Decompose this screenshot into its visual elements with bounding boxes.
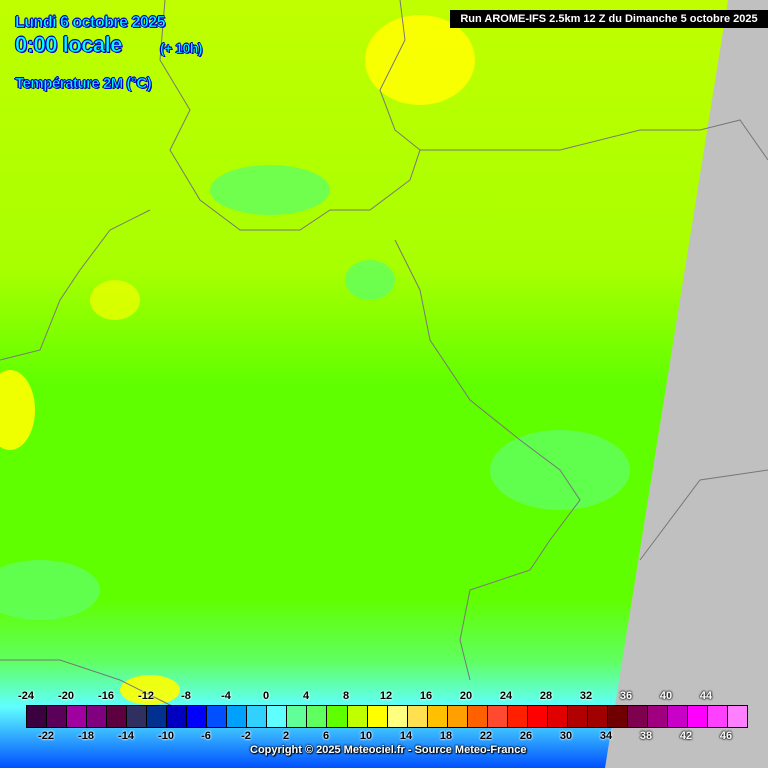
- scale-label: 10: [359, 730, 373, 742]
- scale-label: 4: [302, 690, 310, 702]
- scale-swatch: [447, 706, 468, 727]
- scale-label: 40: [659, 690, 673, 702]
- scale-label: -22: [38, 730, 54, 742]
- scale-swatch: [427, 706, 448, 727]
- scale-swatch: [547, 706, 568, 727]
- scale-label: -6: [201, 730, 211, 742]
- scale-swatch: [27, 706, 48, 727]
- scale-swatch: [567, 706, 588, 727]
- scale-swatch: [467, 706, 488, 727]
- model-domain: [0, 0, 728, 768]
- scale-label: 34: [599, 730, 613, 742]
- scale-label: 20: [459, 690, 473, 702]
- scale-label: -10: [158, 730, 174, 742]
- scale-label: -14: [118, 730, 134, 742]
- scale-swatch: [127, 706, 148, 727]
- scale-swatch: [207, 706, 228, 727]
- forecast-date: Lundi 6 octobre 2025: [15, 14, 166, 32]
- parameter-label: Température 2M (°C): [15, 75, 152, 93]
- scale-label: 22: [479, 730, 493, 742]
- scale-label: 16: [419, 690, 433, 702]
- scale-swatch: [587, 706, 608, 727]
- scale-swatch: [107, 706, 128, 727]
- scale-swatch: [487, 706, 508, 727]
- scale-swatch: [347, 706, 368, 727]
- scale-label: 32: [579, 690, 593, 702]
- scale-label: 2: [282, 730, 290, 742]
- forecast-offset: (+ 10h): [160, 40, 203, 57]
- scale-swatch: [387, 706, 408, 727]
- scale-label: -8: [181, 690, 191, 702]
- scale-swatch: [607, 706, 628, 727]
- scale-swatch: [87, 706, 108, 727]
- scale-swatch: [688, 706, 709, 727]
- scale-label: 18: [439, 730, 453, 742]
- scale-swatch: [668, 706, 689, 727]
- scale-swatch: [367, 706, 388, 727]
- color-scale: [26, 705, 748, 728]
- scale-swatch: [307, 706, 328, 727]
- scale-swatch: [327, 706, 348, 727]
- scale-swatch: [708, 706, 729, 727]
- scale-swatch: [167, 706, 188, 727]
- scale-label: -12: [138, 690, 154, 702]
- scale-label: 38: [639, 730, 653, 742]
- scale-swatch: [187, 706, 208, 727]
- scale-label: -18: [78, 730, 94, 742]
- scale-swatch: [67, 706, 88, 727]
- scale-label: -24: [18, 690, 34, 702]
- scale-label: 14: [399, 730, 413, 742]
- scale-swatch: [227, 706, 248, 727]
- scale-label: 46: [719, 730, 733, 742]
- scale-swatch: [407, 706, 428, 727]
- scale-label: 0: [262, 690, 270, 702]
- scale-label: 24: [499, 690, 513, 702]
- scale-label: -20: [58, 690, 74, 702]
- scale-label: -2: [241, 730, 251, 742]
- scale-swatch: [47, 706, 68, 727]
- scale-label: 28: [539, 690, 553, 702]
- scale-swatch: [267, 706, 288, 727]
- scale-label: 36: [619, 690, 633, 702]
- scale-swatch: [627, 706, 648, 727]
- scale-swatch: [527, 706, 548, 727]
- scale-label: 42: [679, 730, 693, 742]
- warm-areas: [0, 15, 475, 705]
- scale-swatch: [147, 706, 168, 727]
- scale-label: -16: [98, 690, 114, 702]
- scale-swatch: [507, 706, 528, 727]
- scale-label: 8: [342, 690, 350, 702]
- scale-swatch: [728, 706, 748, 727]
- forecast-time: 0:00 locale: [15, 32, 123, 58]
- copyright: Copyright © 2025 Meteociel.fr - Source M…: [250, 744, 527, 756]
- scale-swatch: [247, 706, 268, 727]
- scale-label: 26: [519, 730, 533, 742]
- scale-label: 30: [559, 730, 573, 742]
- scale-label: -4: [221, 690, 231, 702]
- scale-label: 12: [379, 690, 393, 702]
- scale-label: 6: [322, 730, 330, 742]
- run-info: Run AROME-IFS 2.5km 12 Z du Dimanche 5 o…: [450, 10, 768, 28]
- scale-swatch: [287, 706, 308, 727]
- scale-label: 44: [699, 690, 713, 702]
- scale-swatch: [647, 706, 668, 727]
